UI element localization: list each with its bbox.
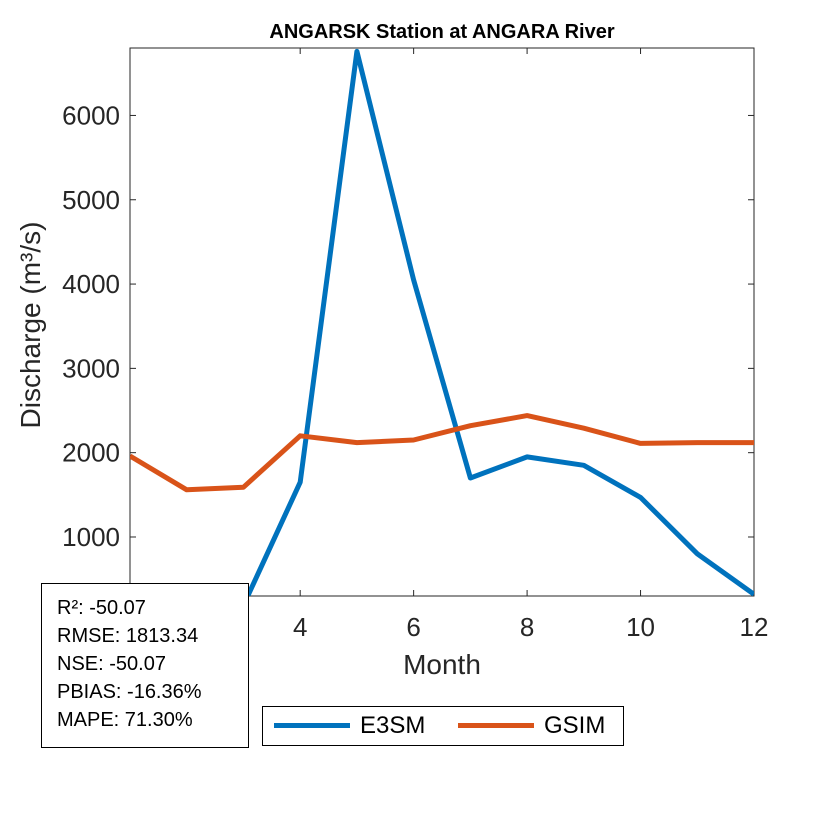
x-tick-label-8: 8	[520, 612, 534, 642]
y-tick-label-5000: 5000	[62, 185, 120, 215]
y-tick-label-4000: 4000	[62, 269, 120, 299]
x-tick-label-12: 12	[740, 612, 769, 642]
x-tick-label-10: 10	[626, 612, 655, 642]
legend-label-gsim: GSIM	[544, 711, 606, 739]
legend-swatch-e3sm	[274, 723, 350, 728]
stat-pbias: PBIAS: -16.36%	[57, 681, 202, 703]
y-axis-label: Discharge (m³/s)	[15, 222, 46, 429]
series-group	[130, 48, 754, 596]
x-tick-label-6: 6	[406, 612, 420, 642]
legend-label-e3sm: E3SM	[360, 711, 426, 739]
legend-item-gsim: GSIM	[458, 707, 605, 744]
y-tick-label-2000: 2000	[62, 438, 120, 468]
plot-frame	[129, 47, 755, 597]
plot-axes	[129, 47, 755, 597]
chart-title: ANGARSK Station at ANGARA River	[269, 21, 614, 43]
series-line-e3sm	[245, 48, 754, 596]
stat-mape: MAPE: 71.30%	[57, 709, 193, 731]
stat-nse: NSE: -50.07	[57, 653, 166, 675]
statistics-box: R²: -50.07 RMSE: 1813.34 NSE: -50.07 PBI…	[41, 583, 249, 748]
stat-r2: R²: -50.07	[57, 597, 146, 619]
chart-legend: E3SM GSIM	[262, 706, 624, 746]
series-line-gsim	[130, 413, 754, 493]
stat-rmse: RMSE: 1813.34	[57, 625, 199, 647]
x-axis-label: Month	[403, 649, 481, 680]
y-tick-label-1000: 1000	[62, 522, 120, 552]
x-tick-label-4: 4	[293, 612, 307, 642]
y-tick-label-6000: 6000	[62, 100, 120, 130]
y-tick-label-3000: 3000	[62, 353, 120, 383]
x-axis-ticks: 4 6 8 10 12	[293, 48, 769, 642]
legend-item-e3sm: E3SM	[274, 707, 425, 744]
legend-swatch-gsim	[458, 723, 534, 728]
y-axis-ticks: 1000 2000 3000 4000 5000 6000	[62, 100, 754, 552]
